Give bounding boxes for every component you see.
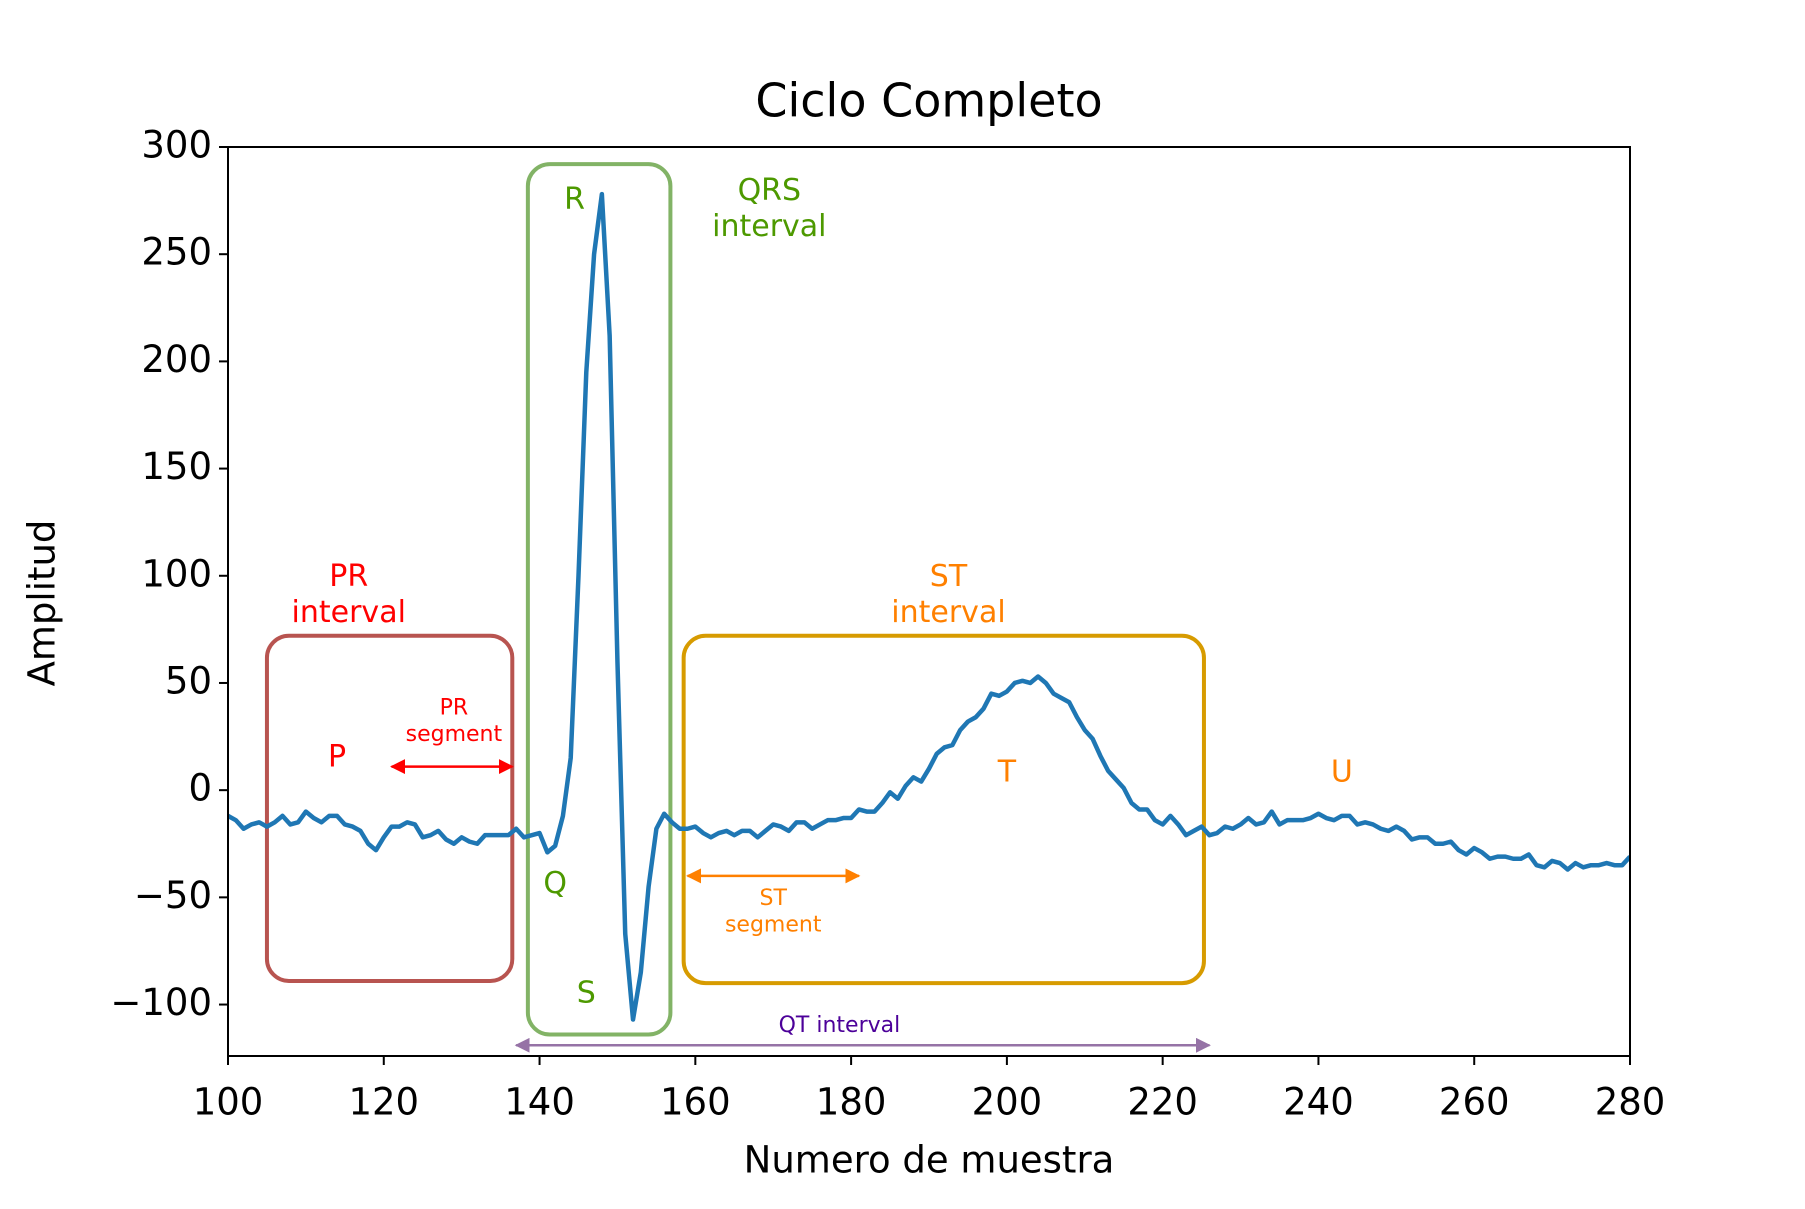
x-tick-label: 260: [1439, 1081, 1510, 1124]
annotation: ST interval: [891, 559, 1005, 630]
annotation: QT interval: [779, 1013, 901, 1038]
y-tick-label: −100: [110, 981, 212, 1024]
annotation: T: [997, 755, 1017, 790]
x-tick-label: 200: [972, 1081, 1043, 1124]
data-line: [228, 191, 1630, 1022]
chart-title: Ciclo Completo: [755, 74, 1102, 128]
x-axis-label: Numero de muestra: [744, 1139, 1115, 1182]
plot-frame: [227, 146, 1631, 1057]
annotation: P: [328, 740, 346, 775]
x-tick-label: 120: [348, 1081, 419, 1124]
annotation: Q: [543, 866, 567, 901]
y-axis-label: Amplitud: [21, 520, 64, 687]
x-tick-label: 280: [1595, 1081, 1666, 1124]
x-tick-label: 140: [504, 1081, 575, 1124]
annotation: PR segment: [406, 695, 503, 746]
y-tick-label: 300: [141, 124, 212, 167]
annotation-box: [525, 162, 673, 1037]
annotation: PR interval: [292, 559, 406, 630]
annotation: R: [564, 182, 585, 217]
y-tick-label: 250: [141, 231, 212, 274]
y-tick-label: 200: [141, 338, 212, 381]
x-tick-label: 180: [816, 1081, 887, 1124]
annotation: S: [577, 975, 596, 1010]
x-tick-label: 160: [660, 1081, 731, 1124]
annotation: QRS interval: [712, 173, 826, 244]
y-tick-label: 50: [165, 659, 212, 702]
y-tick-label: 0: [188, 767, 212, 810]
x-tick-label: 240: [1283, 1081, 1354, 1124]
annotation: ST segment: [725, 886, 822, 937]
y-tick-label: −50: [134, 874, 212, 917]
annotation-box: [681, 633, 1206, 986]
annotation: U: [1331, 755, 1353, 790]
x-tick-label: 100: [193, 1081, 264, 1124]
x-tick-label: 220: [1127, 1081, 1198, 1124]
y-tick-label: 150: [141, 445, 212, 488]
y-tick-label: 100: [141, 552, 212, 595]
annotation-box: [264, 633, 515, 983]
